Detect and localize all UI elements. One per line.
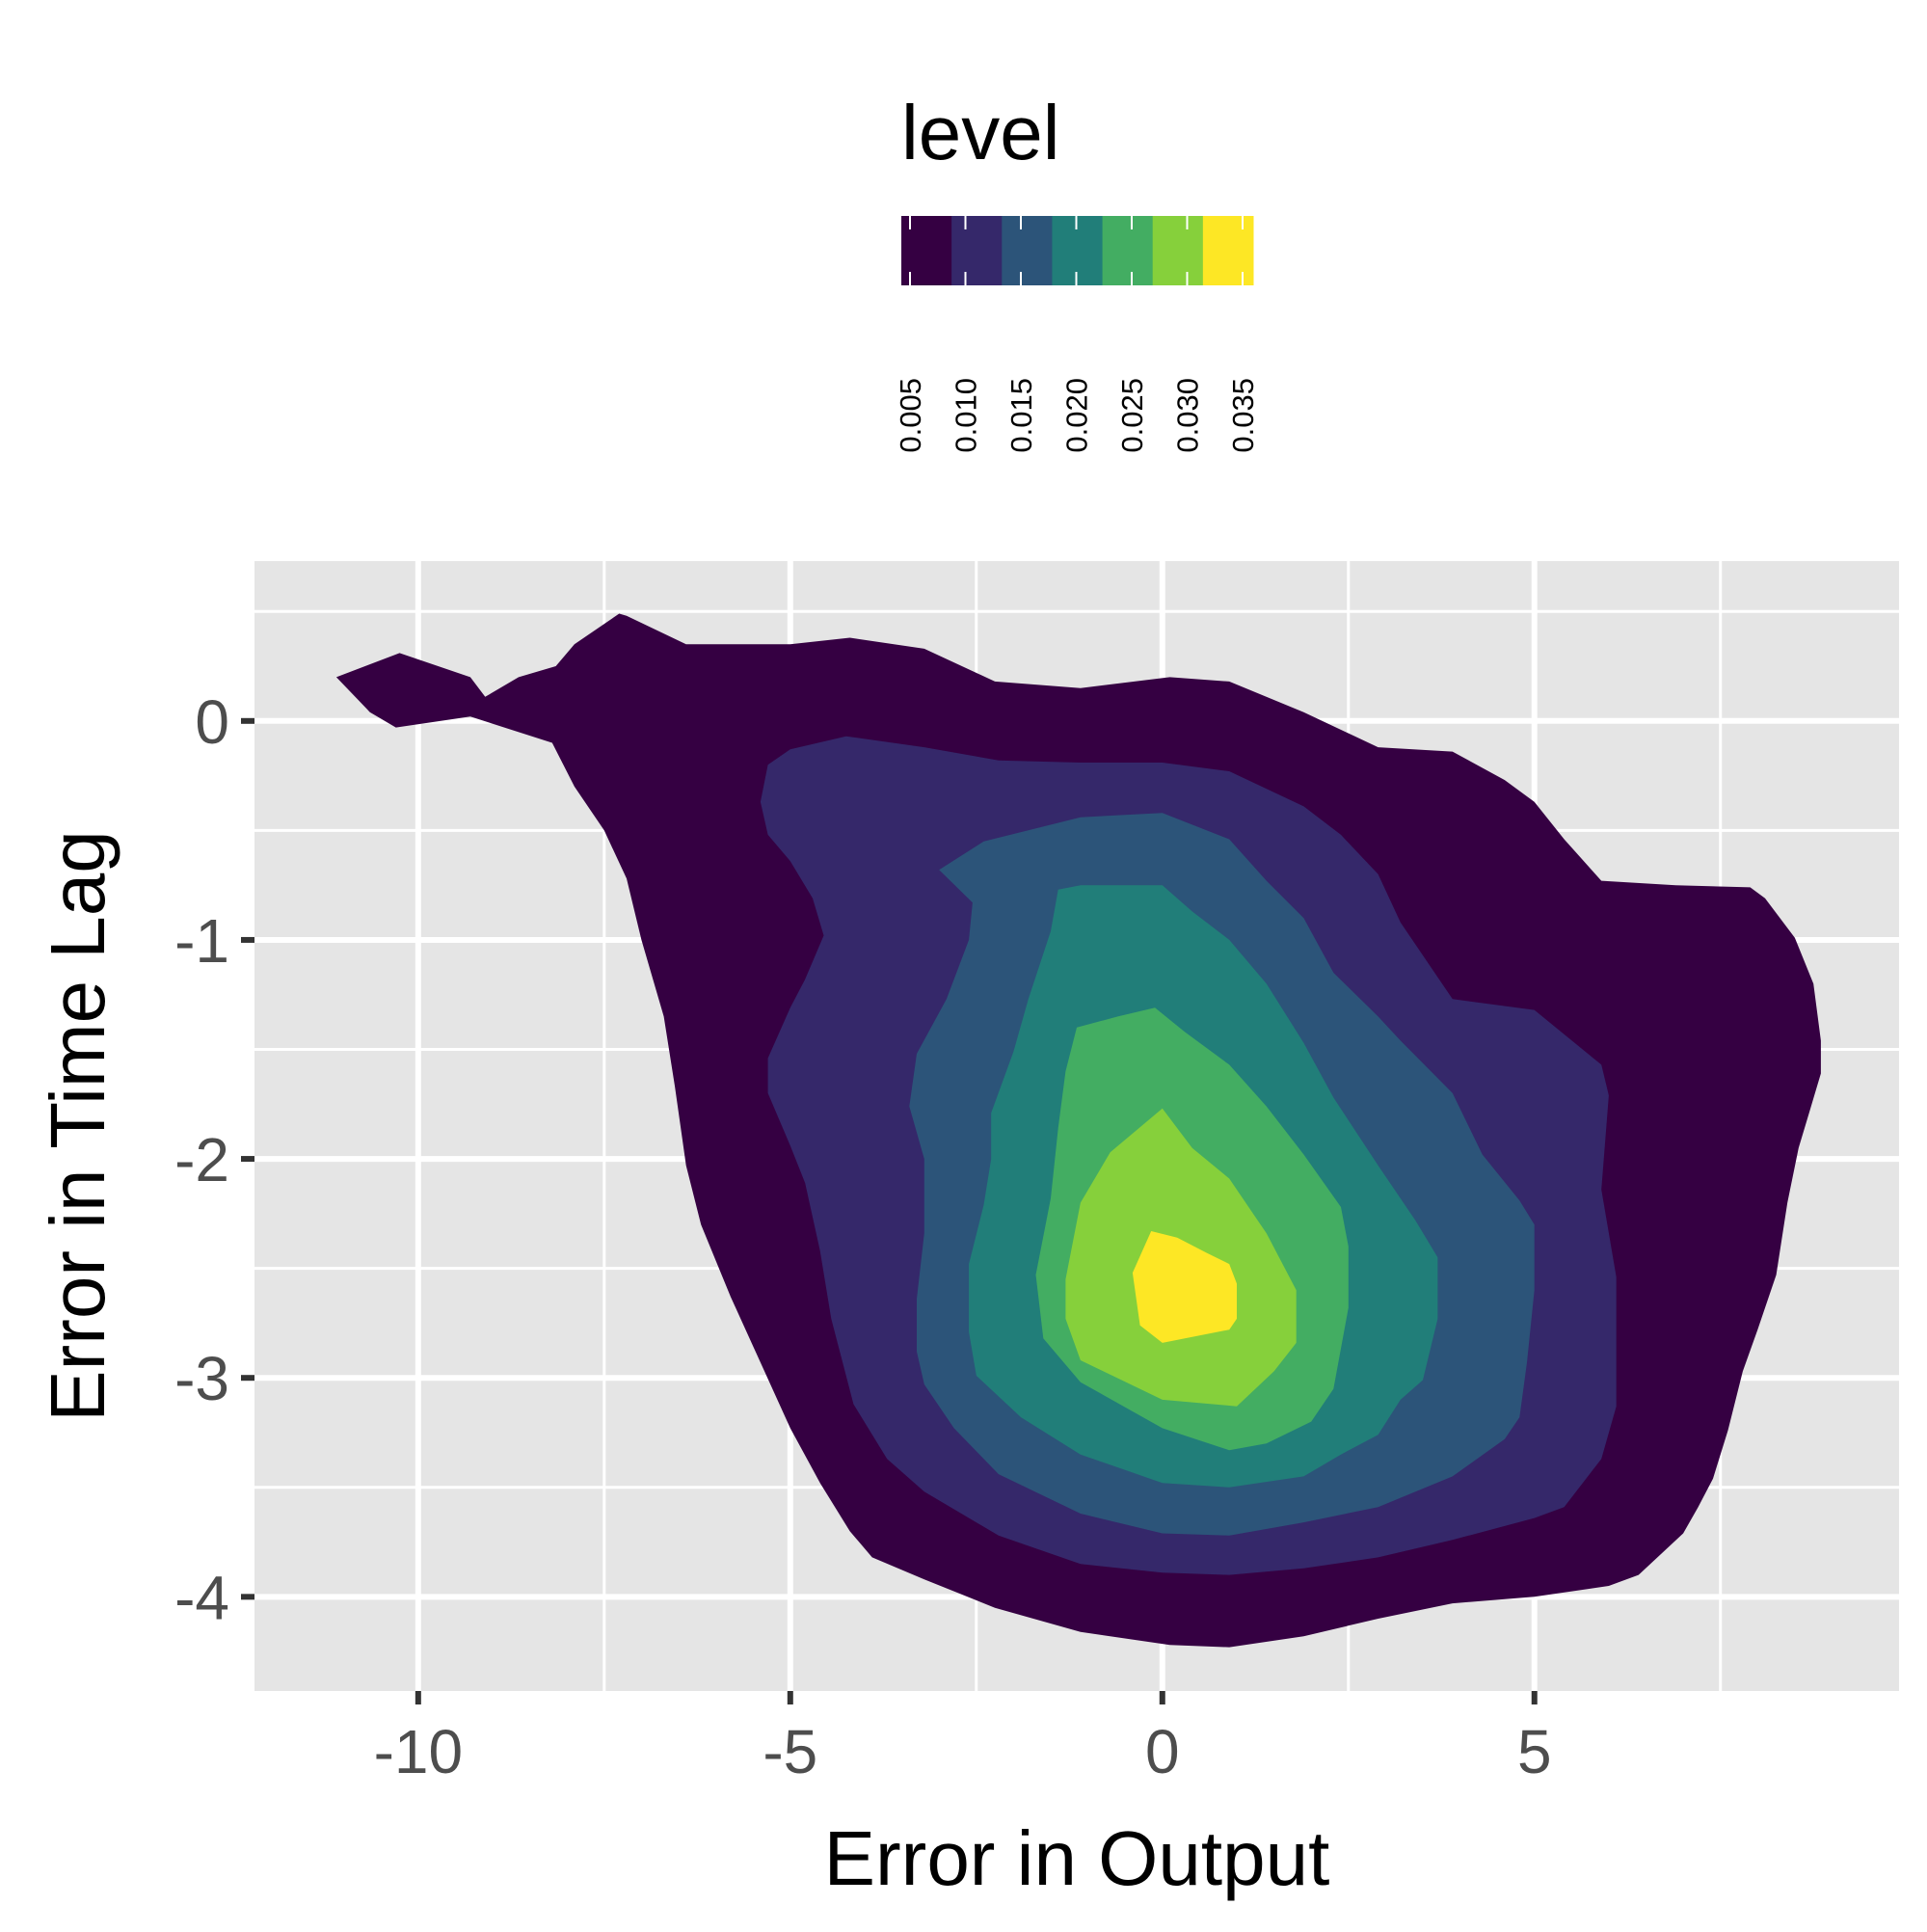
contour-band-0.035 <box>1132 1231 1237 1343</box>
legend: level 0.005 0.010 0.015 0.020 0.025 0.030 0.03… <box>894 90 1260 453</box>
legend-color-segment <box>1052 216 1104 285</box>
legend-color-segment <box>1152 216 1204 285</box>
legend-color-segment <box>901 216 952 285</box>
legend-color-segment <box>951 216 1003 285</box>
y-axis: 0 -1 -2 -3 -4 <box>174 687 254 1632</box>
y-tick-label: 0 <box>195 687 229 757</box>
legend-labels: 0.005 0.010 0.015 0.020 0.025 0.030 0.035 <box>894 378 1260 453</box>
y-tick-label: -3 <box>174 1344 229 1413</box>
legend-color-segment <box>1002 216 1053 285</box>
x-tick-label: 0 <box>1145 1717 1180 1786</box>
legend-break-label: 0.010 <box>950 378 983 453</box>
y-axis-title: Error in Time Lag <box>35 830 120 1422</box>
x-tick-label: -5 <box>763 1717 817 1786</box>
legend-break-label: 0.015 <box>1004 378 1038 453</box>
y-tick-label: -1 <box>174 906 229 976</box>
x-axis-title: Error in Output <box>824 1815 1330 1901</box>
legend-color-segment <box>1202 216 1254 285</box>
y-tick-label: -4 <box>174 1563 229 1632</box>
legend-color-segment <box>1102 216 1154 285</box>
x-axis: -10 -5 0 5 <box>374 1691 1552 1786</box>
legend-title: level <box>901 90 1060 175</box>
x-tick-label: -10 <box>374 1717 464 1786</box>
legend-break-label: 0.025 <box>1115 378 1149 453</box>
density-contours <box>335 613 1821 1648</box>
legend-colorbar <box>901 216 1254 285</box>
x-tick-label: 5 <box>1517 1717 1552 1786</box>
legend-break-label: 0.035 <box>1226 378 1260 453</box>
y-tick-label: -2 <box>174 1125 229 1194</box>
legend-break-label: 0.020 <box>1060 378 1094 453</box>
legend-break-label: 0.030 <box>1171 378 1205 453</box>
legend-break-label: 0.005 <box>894 378 927 453</box>
